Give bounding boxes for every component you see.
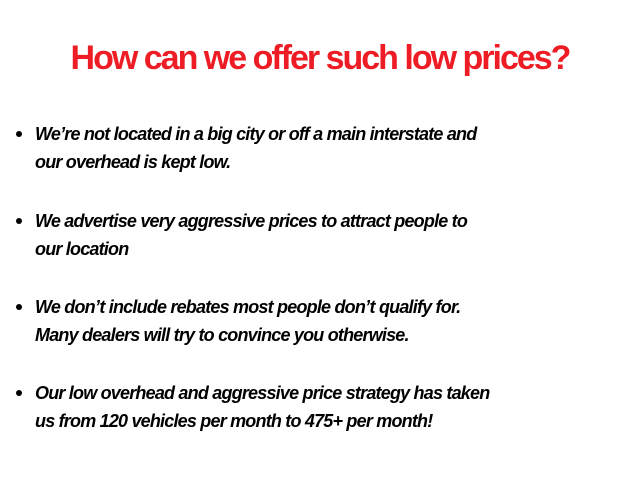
bullet-line: We’re not located in a big city or off a… — [35, 124, 477, 144]
bullet-icon — [16, 131, 22, 137]
bullet-item: We advertise very aggressive prices to a… — [0, 207, 640, 267]
bullet-line: Many dealers will try to convince you ot… — [35, 325, 410, 345]
slide-title: How can we offer such low prices? — [70, 39, 572, 77]
bullet-line: Our low overhead and aggressive price st… — [35, 383, 490, 403]
bullet-icon — [16, 390, 22, 396]
bullet-line: We don’t include rebates most people don… — [35, 297, 461, 317]
bullet-line: We advertise very aggressive prices to a… — [35, 211, 468, 231]
bullet-item: We’re not located in a big city or off a… — [0, 120, 640, 180]
bullet-item: Our low overhead and aggressive price st… — [0, 379, 640, 439]
bullet-line: us from 120 vehicles per month to 475+ p… — [35, 411, 433, 431]
bullet-item: We don’t include rebates most people don… — [0, 293, 640, 353]
bullet-line: our overhead is kept low. — [35, 152, 231, 172]
bullet-icon — [16, 304, 22, 310]
bullet-line: our location — [35, 239, 129, 259]
bullet-icon — [16, 218, 22, 224]
